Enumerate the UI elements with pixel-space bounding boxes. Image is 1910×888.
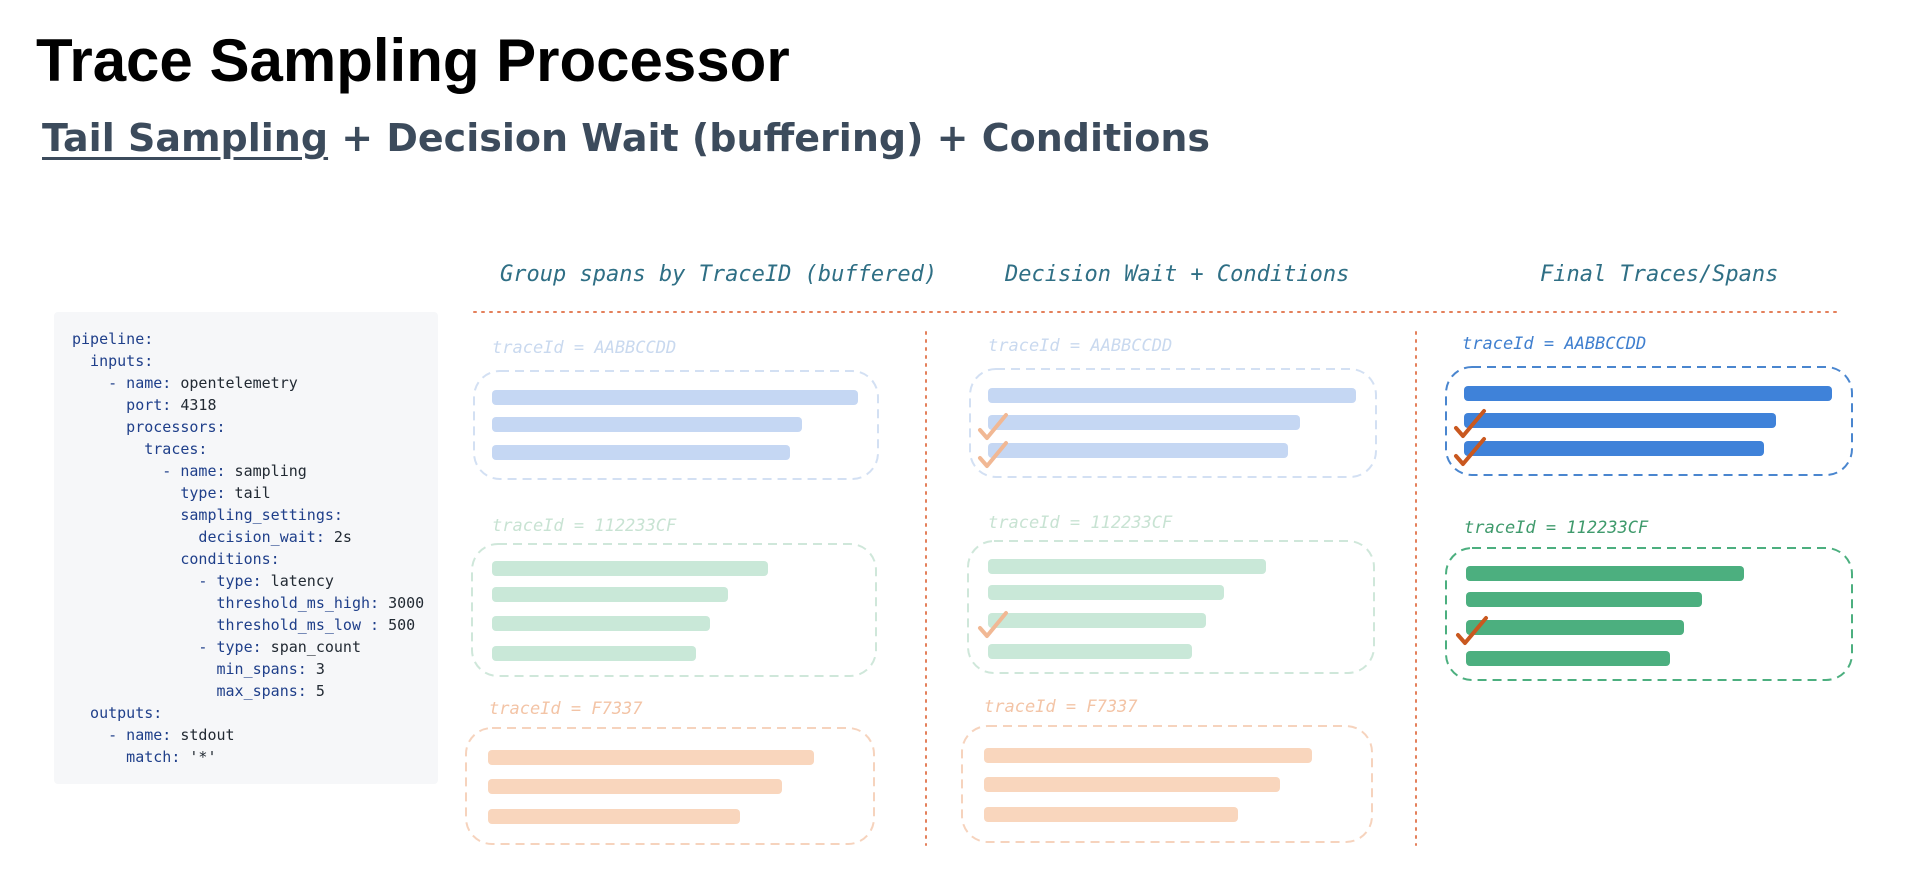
- code-value: 5: [306, 682, 325, 700]
- span-bar: [488, 779, 782, 794]
- code-key: pipeline:: [72, 330, 154, 348]
- code-value: 4318: [171, 396, 217, 414]
- code-value: opentelemetry: [171, 374, 298, 392]
- trace-group-f7337-buffered: [465, 727, 875, 845]
- code-key: decision_wait:: [72, 528, 325, 546]
- span-bar: [1464, 413, 1776, 428]
- code-key: - name:: [72, 726, 172, 744]
- trace-label-f7337-decision: traceId = F7337: [984, 697, 1138, 717]
- code-key: - type:: [72, 572, 262, 590]
- trace-group-aabbccdd-final: [1445, 366, 1853, 476]
- span-bar: [492, 646, 696, 661]
- trace-label-aabbccdd-buffered: traceId = AABBCCDD: [492, 338, 677, 358]
- code-key: - type:: [72, 638, 262, 656]
- span-bar: [988, 644, 1192, 659]
- code-key: conditions:: [72, 550, 280, 568]
- trace-group-112233cf-decision: [967, 540, 1375, 674]
- code-value: '*': [180, 748, 217, 766]
- code-value: stdout: [171, 726, 235, 744]
- code-key: type:: [72, 484, 226, 502]
- code-key: min_spans:: [72, 660, 307, 678]
- subtitle-highlight: Tail Sampling: [42, 116, 329, 160]
- span-bar: [984, 807, 1238, 822]
- trace-label-aabbccdd-final: traceId = AABBCCDD: [1462, 334, 1647, 354]
- span-bar: [488, 809, 740, 824]
- span-bar: [988, 559, 1266, 574]
- code-key: port:: [72, 396, 172, 414]
- column-heading-final: Final Traces/Spans: [1540, 262, 1779, 287]
- trace-group-112233cf-buffered: [471, 543, 877, 677]
- code-key: traces:: [72, 440, 208, 458]
- code-value: 3: [306, 660, 325, 678]
- code-key: - name:: [72, 462, 226, 480]
- code-key: match:: [72, 748, 181, 766]
- column-heading-group: Group spans by TraceID (buffered): [500, 262, 938, 287]
- code-value: latency: [261, 572, 334, 590]
- trace-label-f7337-buffered: traceId = F7337: [489, 699, 643, 719]
- check-icon: [1454, 437, 1486, 466]
- span-bar: [1466, 620, 1684, 635]
- check-icon: [978, 413, 1008, 440]
- code-key: sampling_settings:: [72, 506, 343, 524]
- code-key: outputs:: [72, 704, 163, 722]
- code-value: tail: [225, 484, 271, 502]
- trace-label-112233cf-decision: traceId = 112233CF: [988, 513, 1173, 533]
- span-bar: [492, 561, 768, 576]
- code-key: threshold_ms_high:: [72, 594, 380, 612]
- span-bar: [492, 587, 728, 602]
- span-bar: [492, 445, 790, 460]
- code-key: max_spans:: [72, 682, 307, 700]
- code-value: 2s: [324, 528, 352, 546]
- span-bar: [988, 388, 1356, 403]
- span-bar: [1466, 592, 1702, 607]
- subtitle-rest: + Decision Wait (buffering) + Conditions: [328, 116, 1210, 160]
- code-key: - name:: [72, 374, 172, 392]
- span-bar: [488, 750, 814, 765]
- trace-group-112233cf-final: [1445, 547, 1853, 681]
- span-bar: [1466, 566, 1744, 581]
- config-code-panel: pipeline: inputs: - name: opentelemetry …: [54, 312, 438, 784]
- code-key: inputs:: [72, 352, 154, 370]
- check-icon: [978, 441, 1008, 468]
- trace-label-112233cf-final: traceId = 112233CF: [1464, 518, 1649, 538]
- config-code: pipeline: inputs: - name: opentelemetry …: [72, 328, 424, 768]
- span-bar: [492, 390, 858, 405]
- trace-label-112233cf-buffered: traceId = 112233CF: [492, 516, 677, 536]
- check-icon: [1456, 616, 1488, 645]
- span-bar: [988, 613, 1206, 628]
- trace-group-aabbccdd-buffered: [473, 370, 879, 480]
- check-icon: [1454, 409, 1486, 438]
- trace-group-aabbccdd-decision: [969, 368, 1377, 478]
- code-value: span_count: [261, 638, 361, 656]
- trace-group-f7337-decision: [961, 725, 1373, 843]
- code-value: 3000: [379, 594, 425, 612]
- page-title: Trace Sampling Processor: [36, 27, 790, 94]
- span-bar: [492, 616, 710, 631]
- span-bar: [984, 748, 1312, 763]
- span-bar: [1464, 441, 1764, 456]
- span-bar: [988, 585, 1224, 600]
- span-bar: [1466, 651, 1670, 666]
- code-key: processors:: [72, 418, 226, 436]
- code-key: threshold_ms_low :: [72, 616, 380, 634]
- span-bar: [984, 777, 1280, 792]
- span-bar: [1464, 386, 1832, 401]
- trace-label-aabbccdd-decision: traceId = AABBCCDD: [988, 336, 1173, 356]
- column-heading-decision: Decision Wait + Conditions: [1005, 262, 1350, 287]
- code-value: 500: [379, 616, 416, 634]
- check-icon: [978, 611, 1008, 638]
- page-subtitle: Tail Sampling + Decision Wait (buffering…: [42, 112, 1210, 164]
- code-value: sampling: [225, 462, 307, 480]
- span-bar: [988, 443, 1288, 458]
- span-bar: [492, 417, 802, 432]
- span-bar: [988, 415, 1300, 430]
